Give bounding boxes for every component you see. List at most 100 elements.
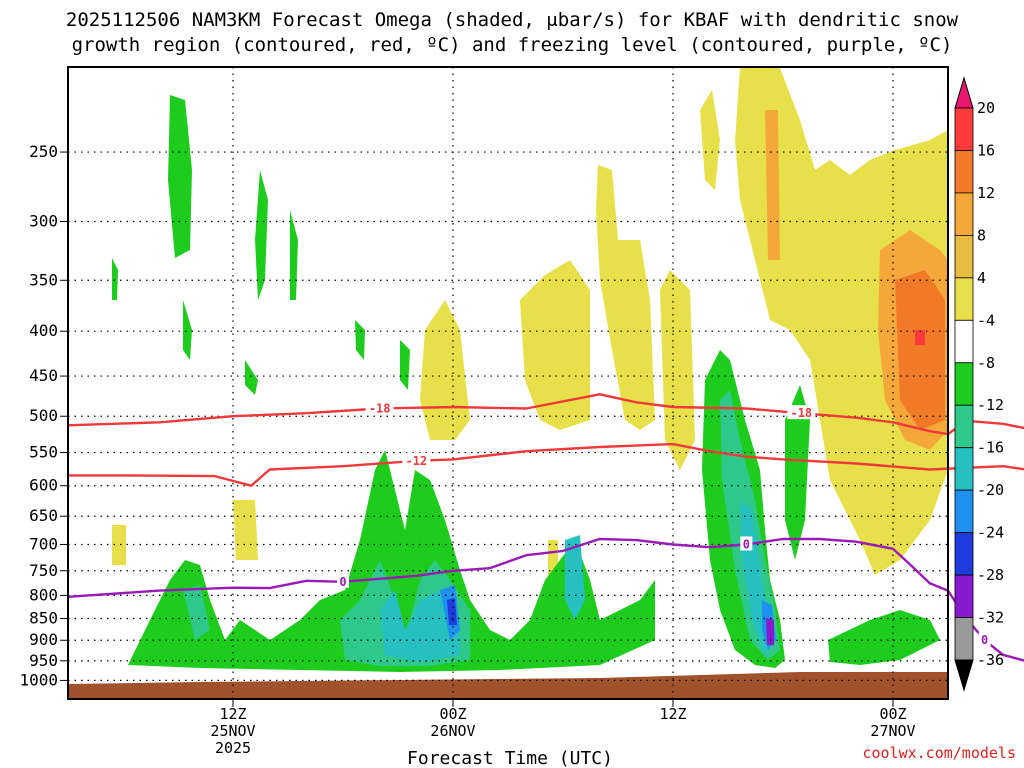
omega-ascent-morning-cyan (183, 585, 210, 640)
x-tick-label: 26NOV (430, 722, 475, 740)
chart-title-line2: growth region (contoured, red, ºC) and f… (72, 34, 953, 56)
colorbar-top-arrow (954, 76, 974, 109)
omega-ascent-green-1 (168, 95, 192, 258)
colorbar-swatch (954, 617, 974, 661)
colorbar-swatch (954, 277, 974, 321)
colorbar-swatch (954, 532, 974, 576)
contour-label-bg (978, 632, 991, 647)
x-tick-label: 25NOV (210, 722, 255, 740)
colorbar-label: -12 (977, 396, 1004, 414)
x-tick-label: 12Z (659, 705, 686, 723)
omega-subsidence-yellow-8 (112, 525, 126, 565)
omega-ascent-green-3 (290, 210, 298, 300)
omega-subsidence-yellow-6 (660, 270, 695, 470)
omega-subsidence-yellow-3 (520, 260, 590, 430)
colorbar-swatch (954, 447, 974, 491)
contour-label: 0 (981, 633, 988, 647)
omega-ascent-lower-mass (128, 450, 655, 672)
colorbar-label: 8 (977, 226, 986, 244)
ground-surface (68, 672, 948, 699)
colorbar-label: -16 (977, 439, 1004, 457)
colorbar-swatch (954, 404, 974, 449)
colorbar-label: -32 (977, 609, 1004, 627)
omega-subsidence-yellow-5 (700, 90, 720, 190)
y-tick-label: 450 (29, 366, 58, 385)
omega-ascent-green-6 (245, 360, 258, 395)
contour-label: -12 (405, 454, 427, 468)
omega-ascent-green-7 (400, 340, 410, 390)
colorbar-swatch (954, 107, 974, 151)
omega-subsidence-red-core (915, 330, 925, 345)
colorbar-swatch (954, 150, 974, 194)
colorbar-swatch (954, 234, 974, 279)
y-tick-label: 350 (29, 270, 58, 289)
omega-shading (112, 68, 948, 672)
omega-ascent-green-5 (183, 300, 192, 360)
y-tick-label: 900 (29, 630, 58, 649)
omega-ascent-evening-cyan (380, 590, 460, 662)
y-axis: 250 300 350 400 450 500 550 600 650 700 750 800 850 9… (19, 142, 68, 689)
omega-ascent-day2-deep (766, 618, 774, 645)
omega-ascent-evening-deep (447, 598, 457, 625)
x-tick-label: 2025 (215, 739, 251, 757)
omega-subsidence-orange-2 (895, 270, 945, 430)
contour-label-bg (365, 400, 394, 415)
y-tick-label: 500 (29, 406, 58, 425)
x-axis-label: Forecast Time (UTC) (407, 748, 613, 768)
colorbar-swatch (954, 192, 974, 236)
omega-ascent-day1-left-teal (565, 535, 585, 620)
x-tick-label: 12Z (219, 705, 246, 723)
colorbar-label: -20 (977, 481, 1004, 499)
contour-label: -18 (369, 402, 391, 416)
omega-subsidence-yellow-7 (820, 330, 855, 420)
colorbar-label: -36 (977, 651, 1004, 669)
contour-label-bg (337, 573, 349, 588)
contour-label-bg (402, 452, 431, 467)
credit-link[interactable]: coolwx.com/models (862, 744, 1016, 762)
chart-title-line1: 2025112506 NAM3KM Forecast Omega (shaded… (66, 9, 959, 31)
omega-subsidence-yellow-2 (596, 165, 655, 430)
y-tick-label: 250 (29, 142, 58, 161)
x-tick-label: 00Z (879, 705, 906, 723)
omega-ascent-green-4 (112, 258, 118, 300)
y-tick-label: 600 (29, 476, 58, 495)
contour-label-bg (740, 536, 753, 551)
colorbar-swatch (954, 574, 974, 618)
omega-subsidence-orange-3 (765, 110, 780, 260)
colorbar-bottom-arrow (954, 659, 974, 692)
colorbar-label: -8 (977, 354, 995, 372)
y-tick-label: 800 (29, 585, 58, 604)
y-tick-label: 1000 (19, 670, 58, 689)
y-tick-label: 550 (29, 443, 58, 462)
colorbar-label: -28 (977, 566, 1004, 584)
colorbar-label: 20 (977, 99, 995, 117)
plot-frame (67, 66, 949, 700)
colorbar: 20 16 12 8 4 -4 -8 -12 -16 -20 -24 -28 -32 -36 (954, 76, 1004, 692)
x-tick-label: 00Z (439, 705, 466, 723)
omega-subsidence-yellow-4 (420, 300, 470, 440)
contour-line-dgz (68, 442, 1024, 487)
y-tick-label: 650 (29, 506, 58, 525)
omega-subsidence-yellow (735, 68, 948, 575)
colorbar-label: 4 (977, 269, 986, 287)
omega-subsidence-yellow-9 (233, 500, 258, 560)
y-tick-label: 400 (29, 321, 58, 340)
contour-label: 0 (743, 537, 750, 551)
contour-label: -18 (790, 406, 812, 420)
colorbar-label: -4 (977, 311, 995, 329)
colorbar-swatch (954, 319, 974, 364)
y-tick-label: 750 (29, 561, 58, 580)
omega-ascent-green-2 (255, 170, 268, 300)
colorbar-swatch (954, 362, 974, 406)
y-tick-label: 850 (29, 608, 58, 627)
grid-lines (68, 67, 948, 699)
contour-label: 0 (339, 575, 346, 589)
colorbar-label: 16 (977, 141, 995, 159)
omega-ascent-green-8 (355, 320, 365, 360)
colorbar-label: -24 (977, 524, 1004, 542)
colorbar-swatch (954, 489, 974, 534)
contour-label-bg (787, 405, 816, 420)
